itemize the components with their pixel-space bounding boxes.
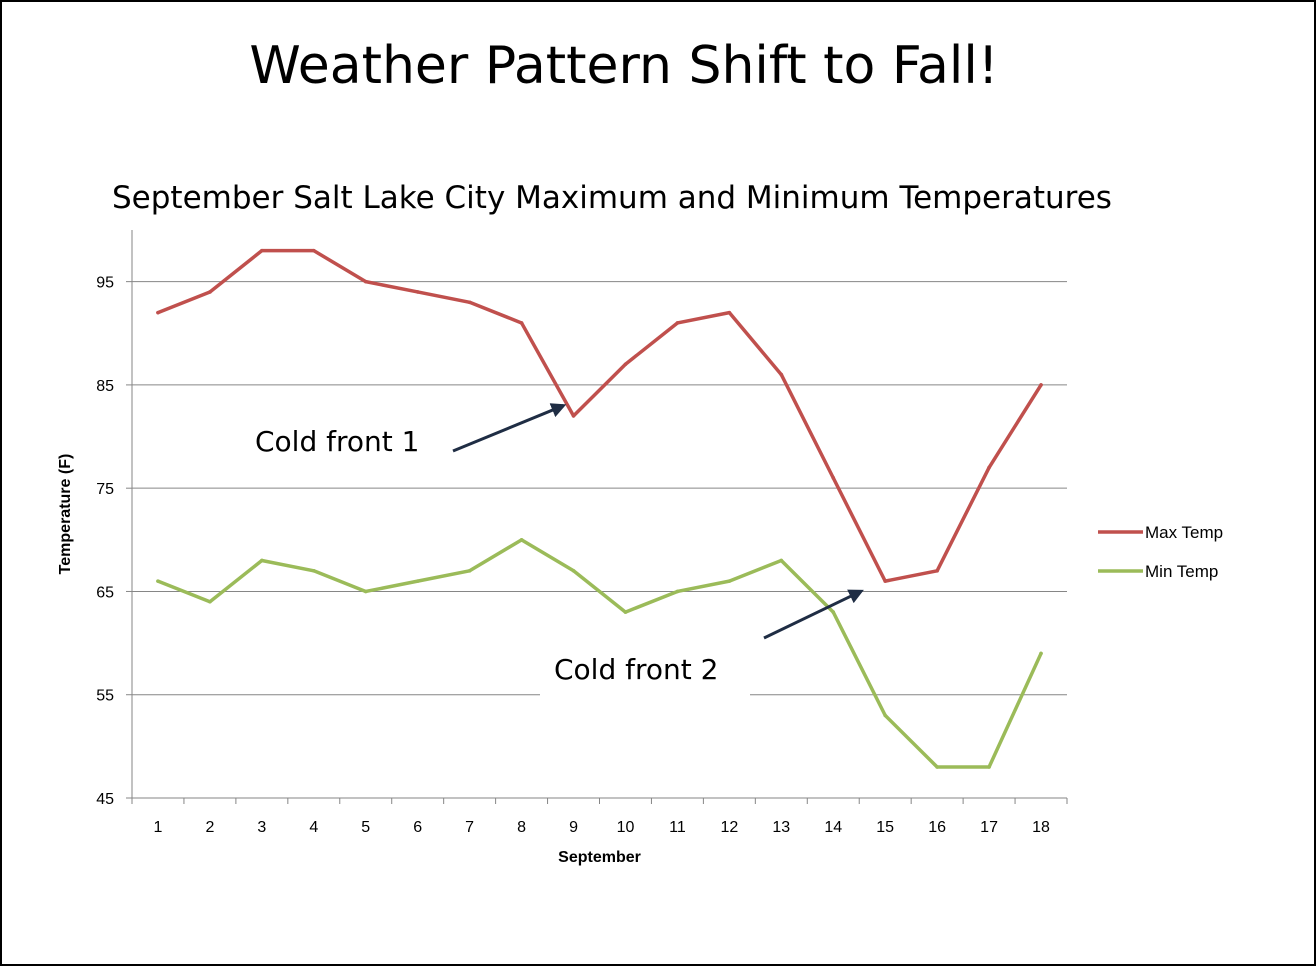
data-point xyxy=(156,311,160,315)
data-point xyxy=(260,559,264,563)
data-point xyxy=(416,290,420,294)
data-point xyxy=(208,290,212,294)
x-tick-label: 7 xyxy=(465,819,474,836)
data-point xyxy=(468,569,472,573)
x-tick-label: 15 xyxy=(876,819,894,836)
data-point xyxy=(468,300,472,304)
data-point xyxy=(728,579,732,583)
y-tick-label: 85 xyxy=(96,378,114,395)
y-tick-label: 95 xyxy=(96,275,114,292)
x-tick-label: 16 xyxy=(928,819,946,836)
data-point xyxy=(520,538,524,542)
legend-label: Max Temp xyxy=(1145,523,1223,542)
data-point xyxy=(260,249,264,253)
x-tick-label: 9 xyxy=(569,819,578,836)
data-point xyxy=(520,321,524,325)
x-tick-label: 17 xyxy=(980,819,998,836)
y-tick-label: 45 xyxy=(96,791,114,808)
legend: Max Temp Min Temp xyxy=(1098,523,1223,581)
data-point xyxy=(572,414,576,418)
x-tick-label: 18 xyxy=(1032,819,1050,836)
gridlines xyxy=(132,282,1067,695)
data-point xyxy=(364,590,368,594)
x-tick-label: 10 xyxy=(617,819,635,836)
data-point xyxy=(780,373,784,377)
data-point xyxy=(1039,383,1043,387)
x-tick-label: 12 xyxy=(720,819,738,836)
data-point xyxy=(416,579,420,583)
line-chart: 4555657585951 2 3 4 5 6 7 8 9 10 11 12 13 14 15 16 17 18S… xyxy=(0,0,1316,966)
data-point xyxy=(312,249,316,253)
x-tick-label: 2 xyxy=(205,819,214,836)
series-line-max-temp xyxy=(158,251,1041,581)
data-point xyxy=(883,714,887,718)
x-tick-label: 6 xyxy=(413,819,422,836)
annotation-arrow-1 xyxy=(453,406,564,451)
data-point xyxy=(676,590,680,594)
data-point xyxy=(883,579,887,583)
data-point xyxy=(156,579,160,583)
y-axis-title: Temperature (F) xyxy=(57,454,74,575)
data-point xyxy=(831,610,835,614)
x-axis-title: September xyxy=(558,849,641,866)
annotation-cold-front-2: Cold front 2 xyxy=(554,653,718,686)
x-tick-label: 13 xyxy=(772,819,790,836)
data-point xyxy=(935,765,939,769)
x-tick-label: 3 xyxy=(257,819,266,836)
data-point xyxy=(728,311,732,315)
annotation-arrow-2 xyxy=(764,591,861,638)
data-point xyxy=(624,362,628,366)
data-point xyxy=(676,321,680,325)
annotation-cold-front-1: Cold front 1 xyxy=(255,425,419,458)
x-tick-label: 11 xyxy=(669,819,686,836)
data-point xyxy=(987,466,991,470)
data-point xyxy=(831,476,835,480)
x-tick-label: 1 xyxy=(154,819,163,836)
data-point xyxy=(987,765,991,769)
y-tick-label: 75 xyxy=(96,481,114,498)
data-point xyxy=(935,569,939,573)
data-point xyxy=(780,559,784,563)
data-point xyxy=(208,600,212,604)
y-tick-label: 65 xyxy=(96,584,114,601)
x-tick-label: 8 xyxy=(517,819,526,836)
x-tick-label: 5 xyxy=(361,819,370,836)
y-tick-label: 55 xyxy=(96,688,114,705)
data-point xyxy=(624,610,628,614)
x-tick-label: 14 xyxy=(824,819,842,836)
data-point xyxy=(364,280,368,284)
data-point xyxy=(1039,652,1043,656)
legend-label: Min Temp xyxy=(1145,562,1218,581)
x-tick-label: 4 xyxy=(309,819,318,836)
data-point xyxy=(312,569,316,573)
data-point xyxy=(572,569,576,573)
